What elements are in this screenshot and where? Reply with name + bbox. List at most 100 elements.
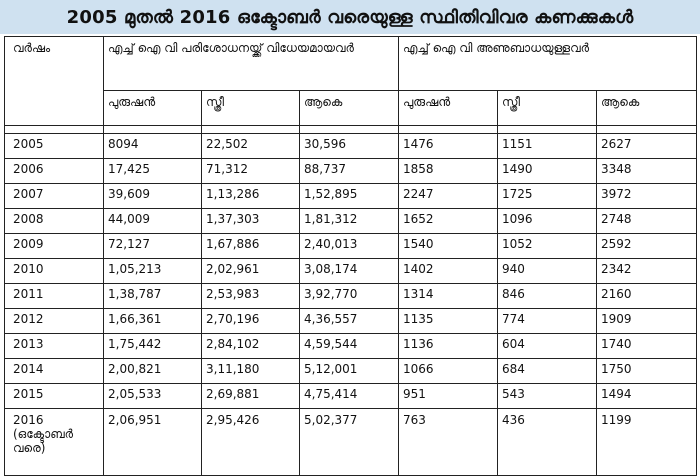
cell-tested-male: 1,38,787 [103,283,202,309]
table-wrapper: വർഷം എച്ച് ഐ വി പരിശോധനയ്ക്ക് വിധേയമായവർ… [4,36,698,476]
cell-tested-male: 1,66,361 [103,308,202,334]
cell-tested-female: 2,95,426 [201,408,300,476]
cell-positive-female: 684 [497,358,598,384]
cell-positive-male: 1476 [398,133,499,159]
spacer-row [4,125,698,134]
cell-year: 2015 [4,383,104,409]
cell-tested-total: 2,40,013 [298,233,400,259]
cell-tested-male: 44,009 [103,208,202,234]
cell-positive-total: 2627 [596,133,698,159]
cell-tested-male: 72,127 [103,233,202,259]
cell-positive-total: 1494 [596,383,698,409]
cell-tested-male: 2,06,951 [103,408,202,476]
cell-year: 2010 [4,258,104,284]
cell-tested-female: 1,13,286 [201,183,300,209]
cell-tested-female: 2,02,961 [201,258,300,284]
cell-positive-total: 2342 [596,258,698,284]
cell-tested-total: 5,02,377 [298,408,400,476]
cell-positive-female: 1151 [497,133,598,159]
cell-positive-total: 1909 [596,308,698,334]
cell-tested-male: 1,05,213 [103,258,202,284]
cell-tested-male: 1,75,442 [103,333,202,359]
page-title: 2005 മുതൽ 2016 ഒക്ടോബർ വരെയുള്ള സ്ഥിതിവി… [66,6,634,28]
cell-positive-female: 1096 [497,208,598,234]
cell-tested-female: 2,69,881 [201,383,300,409]
cell-positive-female: 436 [497,408,598,476]
cell-positive-male: 1066 [398,358,499,384]
cell-positive-female: 604 [497,333,598,359]
cell-tested-total: 1,81,312 [298,208,400,234]
table-row: 2016 (ഒക്ടോബർ വരെ) 2,06,951 2,95,426 5,02,3… [4,408,698,476]
cell-tested-female: 2,84,102 [201,333,300,359]
cell-tested-total: 5,12,001 [298,358,400,384]
table-row: 2005 8094 22,502 30,596 1476 1151 2627 [4,133,698,159]
cell-tested-total: 30,596 [298,133,400,159]
cell-positive-male: 2247 [398,183,499,209]
cell-positive-female: 1490 [497,158,598,184]
table-row: 2011 1,38,787 2,53,983 3,92,770 1314 846 2160 [4,283,698,309]
cell-tested-female: 22,502 [201,133,300,159]
cell-positive-total: 1740 [596,333,698,359]
table-row: 2008 44,009 1,37,303 1,81,312 1652 1096 2748 [4,208,698,234]
cell-tested-female: 3,11,180 [201,358,300,384]
cell-positive-female: 774 [497,308,598,334]
cell-year: 2013 [4,333,104,359]
title-bar: 2005 മുതൽ 2016 ഒക്ടോബർ വരെയുള്ള സ്ഥിതിവി… [0,0,700,34]
cell-tested-male: 2,05,533 [103,383,202,409]
table-row: 2006 17,425 71,312 88,737 1858 1490 3348 [4,158,698,184]
cell-positive-male: 1136 [398,333,499,359]
cell-year: 2016 (ഒക്ടോബർ വരെ) [4,408,104,476]
cell-positive-male: 951 [398,383,499,409]
header-positive-male: പുരുഷൻ [398,90,499,126]
cell-positive-male: 1858 [398,158,499,184]
cell-tested-female: 1,37,303 [201,208,300,234]
header-tested-female: സ്ത്രീ [201,90,300,126]
cell-positive-total: 1199 [596,408,698,476]
cell-positive-female: 1725 [497,183,598,209]
cell-tested-female: 71,312 [201,158,300,184]
cell-positive-female: 940 [497,258,598,284]
header-row-groups: വർഷം എച്ച് ഐ വി പരിശോധനയ്ക്ക് വിധേയമായവർ… [4,36,698,126]
cell-year: 2006 [4,158,104,184]
table-row: 2009 72,127 1,67,886 2,40,013 1540 1052 2592 [4,233,698,259]
cell-year: 2014 [4,358,104,384]
cell-year: 2008 [4,208,104,234]
header-positive-total: ആകെ [596,90,698,126]
cell-tested-total: 1,52,895 [298,183,400,209]
cell-positive-male: 1540 [398,233,499,259]
cell-positive-total: 3972 [596,183,698,209]
header-year: വർഷം [4,36,104,126]
cell-positive-female: 846 [497,283,598,309]
cell-positive-total: 3348 [596,158,698,184]
table-row: 2010 1,05,213 2,02,961 3,08,174 1402 940 2342 [4,258,698,284]
cell-positive-total: 1750 [596,358,698,384]
table-row: 2015 2,05,533 2,69,881 4,75,414 951 543 1494 [4,383,698,409]
cell-year: 2012 [4,308,104,334]
cell-positive-total: 2748 [596,208,698,234]
cell-tested-male: 39,609 [103,183,202,209]
cell-tested-female: 1,67,886 [201,233,300,259]
cell-year: 2009 [4,233,104,259]
cell-positive-male: 1402 [398,258,499,284]
table-row: 2007 39,609 1,13,286 1,52,895 2247 1725 3972 [4,183,698,209]
cell-positive-total: 2592 [596,233,698,259]
cell-positive-male: 1314 [398,283,499,309]
cell-tested-female: 2,70,196 [201,308,300,334]
table-row: 2014 2,00,821 3,11,180 5,12,001 1066 684 1750 [4,358,698,384]
cell-tested-total: 3,08,174 [298,258,400,284]
header-row-subcolumns: പുരുഷൻ സ്ത്രീ ആകെ പുരുഷൻ സ്ത്രീ ആകെ [5,90,698,126]
cell-positive-total: 2160 [596,283,698,309]
cell-tested-total: 88,737 [298,158,400,184]
cell-tested-total: 4,36,557 [298,308,400,334]
cell-year: 2005 [4,133,104,159]
cell-year: 2011 [4,283,104,309]
cell-tested-total: 3,92,770 [298,283,400,309]
table-row: 2013 1,75,442 2,84,102 4,59,544 1136 604 1740 [4,333,698,359]
table-row: 2012 1,66,361 2,70,196 4,36,557 1135 774 1909 [4,308,698,334]
table-body: 2005 8094 22,502 30,596 1476 1151 2627 2006 17,4… [4,133,698,476]
header-positive-female: സ്ത്രീ [497,90,598,126]
cell-positive-female: 1052 [497,233,598,259]
cell-tested-female: 2,53,983 [201,283,300,309]
header-tested-total: ആകെ [298,90,400,126]
